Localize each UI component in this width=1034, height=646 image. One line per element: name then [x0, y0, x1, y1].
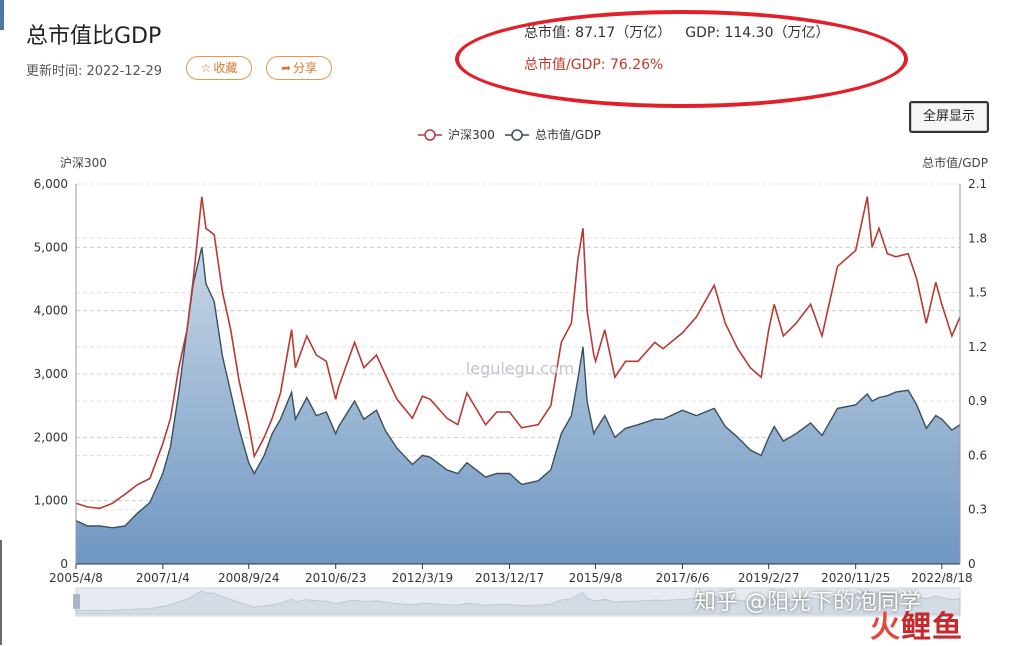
x-tick-label: 2005/4/8 — [49, 571, 103, 585]
legend-item-hs300[interactable]: 沪深300 — [418, 128, 495, 142]
share-label: 分享 — [293, 61, 318, 75]
y-right-tick-label: 2.1 — [968, 177, 987, 191]
y-right-tick-label: 0.9 — [968, 394, 987, 408]
series-line-ratio — [75, 247, 961, 529]
x-tick-label: 2008/9/24 — [218, 571, 280, 585]
brand-part-b: 鲤鱼 — [901, 610, 963, 645]
y-left-label: 沪深300 — [60, 156, 107, 170]
y-left-ticks: 0 1,000 2,000 3,000 4,000 5,000 6,000 — [34, 177, 68, 571]
legend-marker-hs300 — [424, 129, 436, 141]
collect-button[interactable]: ☆ 收藏 — [186, 56, 252, 80]
y-left-tick-label: 3,000 — [34, 367, 68, 381]
x-tick-label: 2012/3/19 — [392, 571, 454, 585]
y-left-tick-label: 4,000 — [34, 304, 68, 318]
x-axis: 2005/4/8 2007/1/4 2008/9/24 2010/6/23 2012/3… — [49, 184, 973, 585]
brand-watermark: 火鲤鱼 — [870, 602, 963, 646]
y-right-ticks: 0 0.3 0.6 0.9 1.2 1.5 1.8 2.1 — [968, 177, 987, 571]
star-icon: ☆ — [200, 61, 212, 75]
y-right-tick-label: 1.8 — [968, 231, 987, 245]
legend-marker-ratio — [511, 129, 523, 141]
y-left-tick-label: 6,000 — [34, 177, 68, 191]
zhihu-watermark: 知乎 @阳光下的泡同学 — [694, 590, 921, 615]
legend-label-ratio: 总市值/GDP — [535, 127, 601, 142]
zoom-handle-left[interactable] — [73, 594, 80, 609]
y-right-tick-label: 0 — [968, 557, 976, 571]
center-watermark: legulegu.com — [466, 359, 574, 378]
legend-item-ratio[interactable]: 总市值/GDP — [505, 127, 601, 142]
x-tick-label: 2013/12/17 — [475, 571, 544, 585]
y-right-tick-label: 0.6 — [968, 448, 987, 462]
legend: 沪深300 总市值/GDP — [418, 127, 601, 142]
data-zoom-slider[interactable] — [73, 587, 961, 617]
x-tick-label: 2010/6/23 — [305, 571, 367, 585]
series-group — [75, 196, 961, 565]
y-right-label: 总市值/GDP — [922, 155, 988, 170]
y-left-tick-label: 1,000 — [34, 494, 68, 508]
chart-svg: 沪深300 总市值/GDP 沪深300 总市值/GDP 0 1,000 2,000 3… — [34, 127, 988, 617]
x-tick-label: 2015/9/8 — [569, 571, 623, 585]
x-tick-label: 2017/6/6 — [656, 571, 710, 585]
y-left-tick-label: 2,000 — [34, 430, 68, 444]
x-tick-label: 2019/2/27 — [738, 571, 800, 585]
fullscreen-button[interactable]: 全屏显示 — [909, 101, 989, 133]
share-arrow-icon: ➦ — [280, 61, 292, 75]
x-tick-label: 2020/11/25 — [821, 571, 890, 585]
y-left-tick-label: 5,000 — [34, 240, 68, 254]
brand-part-a: 火 — [870, 610, 901, 645]
y-left-tick-label: 0 — [60, 557, 68, 571]
update-time: 更新时间: 2022-12-29 — [26, 64, 163, 79]
left-divider — [0, 540, 2, 645]
left-accent-bar — [0, 0, 4, 30]
y-right-tick-label: 1.5 — [968, 286, 987, 300]
series-area-ratio — [76, 247, 960, 565]
collect-label: 收藏 — [213, 61, 238, 75]
page-title: 总市值比GDP — [26, 24, 162, 49]
x-tick-label: 2022/8/18 — [911, 571, 973, 585]
y-right-tick-label: 0.3 — [968, 503, 987, 517]
legend-label-hs300: 沪深300 — [448, 128, 495, 142]
series-line-hs300 — [75, 196, 961, 510]
zoom-mini-series — [75, 590, 961, 615]
y-right-tick-label: 1.2 — [968, 340, 987, 354]
x-tick-label: 2007/1/4 — [136, 571, 190, 585]
highlight-ellipse — [455, 10, 908, 108]
share-button[interactable]: ➦ 分享 — [266, 56, 332, 80]
